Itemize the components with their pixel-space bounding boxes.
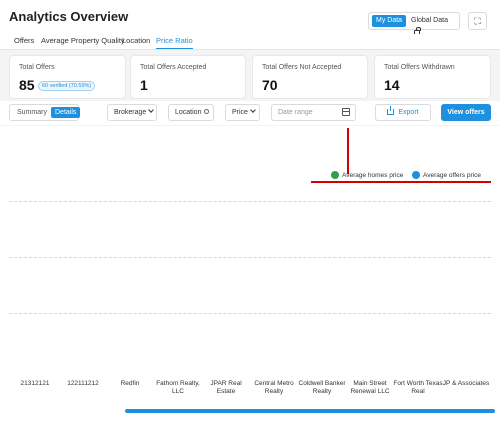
card-value: 1: [140, 77, 148, 93]
gridline: [9, 257, 491, 258]
filter-bar: Summary Details Brokerage Location Price…: [0, 101, 500, 125]
expand-icon: ⛶: [474, 16, 481, 26]
total-offers-withdrawn-card: Total Offers Withdrawn 14: [374, 55, 491, 99]
chevron-down-icon: [250, 107, 256, 113]
location-label: Location: [175, 109, 202, 116]
card-label: Total Offers Accepted: [140, 64, 207, 71]
chevron-down-icon: [148, 107, 155, 113]
expand-button[interactable]: ⛶: [468, 12, 487, 30]
tab-average-property-quality[interactable]: Average Property Quality: [41, 36, 125, 45]
x-tick-label: 122111212: [67, 380, 99, 387]
x-tick-label: Redfin: [120, 380, 140, 387]
tab-price-ratio[interactable]: Price Ratio: [156, 36, 193, 49]
global-data-label: Global Data: [411, 17, 448, 24]
my-data-button[interactable]: My Data: [372, 15, 407, 27]
card-label: Total Offers Not Accepted: [262, 64, 342, 71]
x-tick-label: Fort Worth Texas Real: [393, 380, 443, 395]
gridline: [9, 201, 491, 202]
x-tick-label: Coldwell Banker Realty: [298, 380, 346, 395]
location-filter[interactable]: Location: [168, 104, 214, 121]
brokerage-dropdown[interactable]: Brokerage: [107, 104, 157, 121]
global-data-button[interactable]: Global Data: [407, 15, 459, 35]
calendar-icon[interactable]: [342, 108, 350, 116]
date-range-input[interactable]: Date range: [271, 104, 356, 121]
blue-dot-icon: [412, 171, 420, 179]
legend-label: Average homes price: [342, 172, 404, 179]
total-offers-card: Total Offers 85 60 verified (70.59%): [9, 55, 126, 99]
tab-bar: Offers Average Property Quality Location…: [0, 34, 500, 50]
x-tick-label: Main Street Renewal LLC: [350, 380, 390, 395]
green-dot-icon: [331, 171, 339, 179]
annotation-horizontal-line: [311, 181, 491, 183]
legend-item-homes[interactable]: Average homes price: [331, 171, 403, 179]
page-title: Analytics Overview: [9, 9, 129, 24]
download-icon: [387, 106, 395, 115]
view-offers-button[interactable]: View offers: [441, 104, 491, 121]
price-ratio-chart: Average homes price Average offers price…: [0, 126, 500, 421]
tab-location[interactable]: Location: [122, 36, 151, 45]
total-offers-not-accepted-card: Total Offers Not Accepted 70: [252, 55, 368, 99]
tab-offers[interactable]: Offers: [14, 36, 35, 45]
card-value: 70: [262, 77, 278, 93]
data-scope-toggle: My Data Global Data: [368, 12, 460, 35]
card-value: 14: [384, 77, 400, 93]
legend-label: Average offers price: [423, 172, 481, 179]
x-tick-label: 21312121: [20, 380, 50, 387]
x-tick-label: JPAR Real Estate: [210, 380, 242, 395]
card-label: Total Offers Withdrawn: [384, 64, 455, 71]
summary-button[interactable]: Summary: [17, 109, 47, 116]
export-button[interactable]: Export: [375, 104, 431, 121]
view-toggle: Summary Details: [9, 104, 81, 121]
details-button[interactable]: Details: [51, 107, 81, 118]
card-label: Total Offers: [19, 64, 55, 71]
chart-scrollbar[interactable]: [125, 409, 495, 413]
annotation-vertical-line: [347, 128, 349, 174]
price-label: Price: [232, 109, 248, 116]
x-tick-label: Central Metro Realty: [254, 380, 294, 395]
brokerage-label: Brokerage: [114, 109, 147, 116]
legend-item-offers[interactable]: Average offers price: [412, 171, 481, 179]
date-range-placeholder: Date range: [278, 109, 313, 116]
total-offers-accepted-card: Total Offers Accepted 1: [130, 55, 246, 99]
export-label: Export: [398, 109, 419, 116]
x-tick-label: Fathom Realty, LLC: [156, 380, 200, 395]
card-value: 85: [19, 77, 35, 93]
x-tick-label: JP & Associates: [442, 380, 490, 387]
price-dropdown[interactable]: Price: [225, 104, 260, 121]
gridline: [9, 313, 491, 314]
verified-badge: 60 verified (70.59%): [38, 81, 96, 91]
info-icon: [204, 109, 210, 114]
